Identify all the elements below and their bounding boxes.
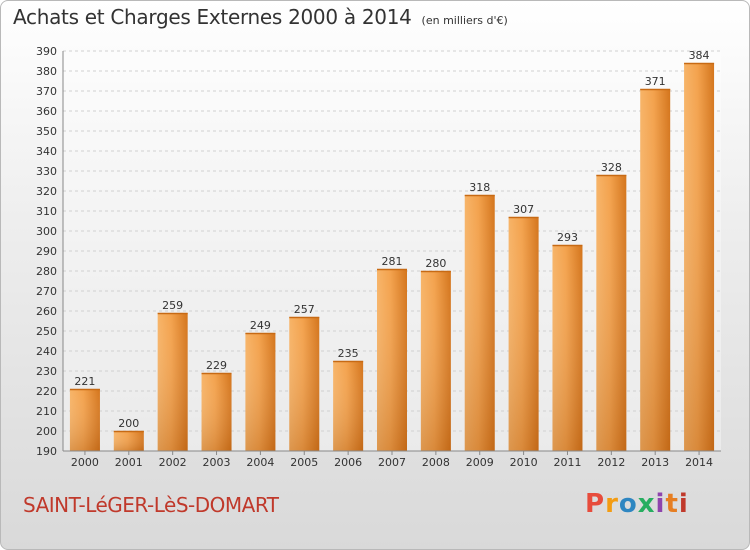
bar-shade [596,175,627,451]
bar-group [596,174,627,451]
bar-shade [157,313,188,451]
x-tick-label: 2013 [641,456,669,469]
y-tick-label: 260 [36,305,57,318]
x-tick-label: 2002 [159,456,187,469]
data-label: 384 [689,49,710,62]
data-label: 229 [206,359,227,372]
data-label: 259 [162,299,183,312]
y-tick-label: 230 [36,365,57,378]
y-tick-label: 280 [36,265,57,278]
bar-shade [333,361,364,451]
bar-group [684,62,715,451]
x-tick-label: 2005 [290,456,318,469]
title-row: Achats et Charges Externes 2000 à 2014 (e… [13,5,508,29]
bars-layer [69,62,715,451]
x-tick-label: 2011 [553,456,581,469]
proxiti-logo: Proxiti [585,489,689,519]
bar-group [245,332,276,451]
data-label: 318 [469,181,490,194]
bar-shade [377,269,407,451]
town-name: SAINT-LéGER-LèS-DOMART [23,493,279,517]
data-label: 293 [557,231,578,244]
bar-group [333,360,364,451]
data-label: 371 [645,75,666,88]
x-tick-label: 2004 [246,456,274,469]
bar-shade [684,63,715,451]
y-tick-label: 200 [36,425,57,438]
data-label: 200 [118,417,139,430]
y-tick-label: 240 [36,345,57,358]
logo-letter: x [637,489,656,519]
bar-group [377,268,407,451]
y-tick-label: 310 [36,205,57,218]
y-tick-label: 190 [36,445,57,458]
data-label: 281 [382,255,403,268]
bar-shade [508,217,539,451]
x-tick-label: 2003 [203,456,231,469]
bar-group [420,270,451,451]
axis-layer: 190 200 210 220 230 240 250 260 270 280 290 300 310 3… [36,45,721,469]
data-label: 249 [250,319,271,332]
x-tick-label: 2010 [510,456,538,469]
x-tick-label: 2000 [71,456,99,469]
bar-group [289,316,320,451]
x-tick-label: 2007 [378,456,406,469]
bar-group [508,216,539,451]
y-tick-label: 270 [36,285,57,298]
bar-group [113,430,144,451]
logo-letter: i [678,489,689,519]
bar-shade [245,333,276,451]
bar-shade [464,195,495,451]
bar-shade [201,373,232,451]
logo-letter: i [655,489,666,519]
y-tick-label: 210 [36,405,57,418]
y-tick-label: 300 [36,225,57,238]
bar-shade [289,317,320,451]
data-label: 280 [425,257,446,270]
bar-shade [552,245,583,451]
bar-shade [640,89,671,451]
bar-group [464,194,495,451]
x-tick-label: 2006 [334,456,362,469]
y-tick-label: 290 [36,245,57,258]
data-label: 257 [294,303,315,316]
bar-group [201,372,232,451]
x-tick-label: 2009 [466,456,494,469]
y-tick-label: 350 [36,125,57,138]
logo-letter: t [665,489,679,519]
logo-letter: P [585,489,606,519]
chart-subtitle: (en milliers d'€) [421,14,508,27]
y-tick-label: 330 [36,165,57,178]
logo-letter: o [618,489,638,519]
bar-group [552,244,583,451]
x-tick-label: 2008 [422,456,450,469]
bar-group [157,312,188,451]
bar-shade [420,271,451,451]
bar-group [69,388,100,451]
y-tick-label: 390 [36,45,57,58]
logo-letter: r [605,489,619,519]
y-tick-label: 380 [36,65,57,78]
chart-title: Achats et Charges Externes 2000 à 2014 [13,5,412,29]
x-tick-label: 2014 [685,456,713,469]
bar-shade [113,431,144,451]
x-tick-label: 2012 [597,456,625,469]
y-tick-label: 340 [36,145,57,158]
y-tick-label: 250 [36,325,57,338]
y-tick-label: 370 [36,85,57,98]
data-label: 235 [338,347,359,360]
bar-shade [69,389,100,451]
bar-group [640,88,671,451]
data-label: 221 [74,375,95,388]
data-label: 328 [601,161,622,174]
y-tick-label: 360 [36,105,57,118]
x-tick-label: 2001 [115,456,143,469]
y-tick-label: 320 [36,185,57,198]
y-tick-label: 220 [36,385,57,398]
data-label: 307 [513,203,534,216]
